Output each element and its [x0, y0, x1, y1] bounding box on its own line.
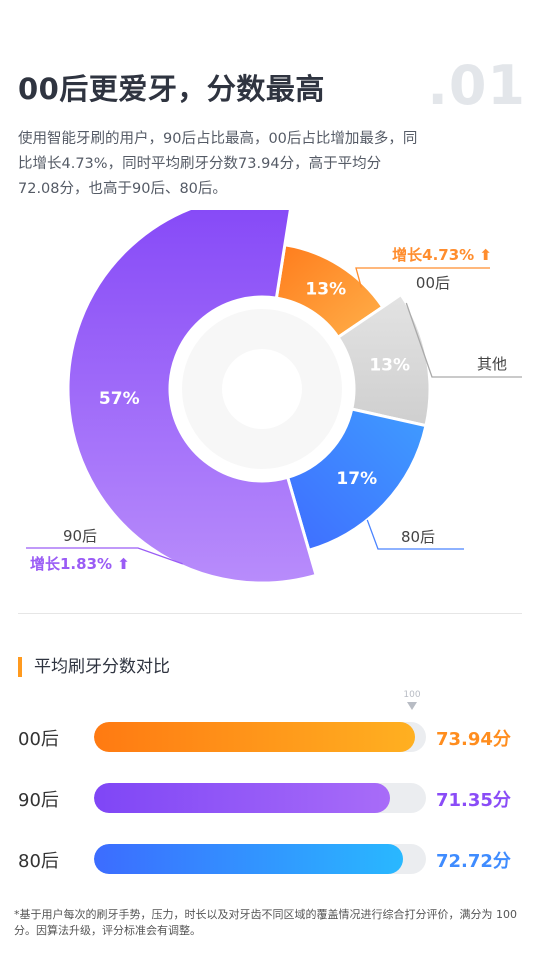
callout-line-90 [26, 547, 183, 565]
bar-label: 90后 [18, 790, 59, 811]
page-title: 00后更爱牙，分数最高 [18, 72, 325, 106]
bar-label: 80后 [18, 851, 59, 872]
bar-label: 00后 [18, 729, 59, 750]
growth-label-90: 增长1.83% ⬆ [30, 555, 130, 573]
callout-line-80 [366, 519, 464, 550]
bar-track [94, 783, 426, 813]
bar-track [94, 844, 426, 874]
bar-chart-title: 平均刷牙分数对比 [18, 657, 170, 677]
bar-fill [94, 844, 404, 874]
callout-line-00 [355, 267, 490, 288]
bar-value: 72.72分 [436, 851, 511, 872]
bar-row-80: 80后 72.72分 [0, 843, 540, 875]
slice-90 [66, 210, 318, 585]
max-score-marker: 100 [398, 690, 426, 710]
bar-row-00: 00后 73.94分 [0, 721, 540, 753]
slice-percent-label: 13% [305, 280, 346, 300]
slice-percent-label: 57% [99, 389, 140, 409]
bar-value: 73.94分 [436, 729, 511, 750]
bar-fill [94, 722, 416, 752]
section-number: .01 [427, 54, 526, 117]
bar-fill [94, 783, 390, 813]
slice-name-80: 80后 [401, 528, 435, 546]
slice-name-00: 00后 [416, 274, 450, 292]
slice-name-other: 其他 [477, 355, 507, 373]
bar-row-90: 90后 71.35分 [0, 782, 540, 814]
bar-value: 71.35分 [436, 790, 511, 811]
bar-track [94, 722, 426, 752]
footnote: *基于用户每次的刷牙手势，压力，时长以及对牙齿不同区域的覆盖情况进行综合打分评价… [14, 908, 517, 937]
donut-center [222, 349, 302, 429]
max-score-arrow-icon [407, 702, 417, 710]
section-divider [18, 613, 522, 614]
callout-line-other [405, 302, 522, 378]
growth-label-00: 增长4.73% ⬆ [392, 246, 492, 264]
slice-percent-label: 13% [369, 356, 410, 376]
slice-name-90: 90后 [63, 527, 97, 545]
description: 使用智能牙刷的用户，90后占比最高，00后占比增加最多，同比增长4.73%，同时… [18, 131, 418, 197]
slice-percent-label: 17% [336, 469, 377, 489]
max-score-label: 100 [403, 690, 421, 700]
